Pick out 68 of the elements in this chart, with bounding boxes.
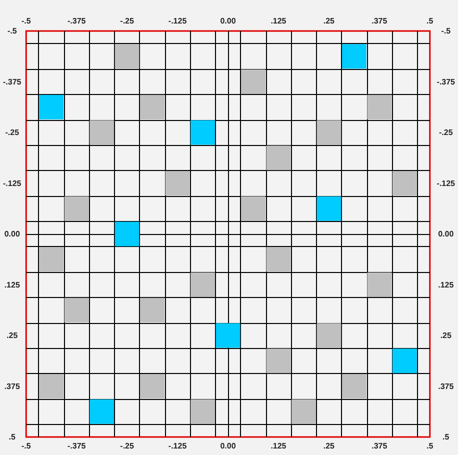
- y-tick-label: -.125: [3, 178, 22, 188]
- y2-tick-label: 0.00: [438, 230, 454, 238]
- point: [39, 247, 64, 272]
- y-tick-label: .5: [8, 432, 16, 442]
- point: [241, 70, 266, 94]
- point: [392, 348, 417, 374]
- point: [90, 399, 114, 424]
- point: [140, 298, 164, 322]
- point: [292, 399, 316, 424]
- y-tick-label: .25: [6, 331, 18, 340]
- x-tick-label: .375: [372, 442, 388, 450]
- point: [266, 348, 291, 374]
- x-tick-label: 0.00: [220, 442, 236, 450]
- y-tick-label: -.25: [5, 128, 20, 137]
- point: [140, 94, 164, 120]
- point: [241, 196, 266, 221]
- x2-tick-label: .375: [372, 16, 388, 26]
- point: [316, 120, 342, 145]
- point: [316, 323, 342, 348]
- y2-tick-label: -.125: [436, 178, 456, 188]
- point: [367, 94, 392, 120]
- point: [165, 171, 190, 196]
- x2-tick-label: .25: [323, 16, 336, 26]
- point: [64, 298, 89, 322]
- point: [190, 399, 215, 424]
- point: [90, 120, 114, 145]
- x2-tick-label: .125: [270, 16, 287, 26]
- y2-tick-label: -.25: [438, 128, 454, 137]
- point: [342, 44, 366, 69]
- y-tick-label: -.5: [7, 26, 18, 36]
- point: [114, 222, 140, 246]
- point: [342, 374, 366, 398]
- point: [140, 374, 164, 398]
- y-tick-label: .375: [4, 382, 20, 391]
- x2-tick-label: -.25: [120, 16, 134, 26]
- x2-tick-label: 0.00: [220, 16, 236, 26]
- point: [39, 94, 64, 120]
- x2-tick-label: .5: [426, 16, 434, 26]
- y2-tick-label: .375: [438, 382, 454, 391]
- point: [114, 44, 140, 69]
- y2-tick-label: .125: [438, 280, 454, 290]
- x-tick-label: .125: [270, 442, 287, 450]
- x2-tick-label: -.125: [168, 16, 188, 26]
- x-tick-label: -.5: [21, 442, 32, 450]
- x-tick-label: .25: [323, 442, 336, 450]
- y-tick-label: -.375: [3, 77, 22, 86]
- y2-tick-label: -.375: [436, 77, 456, 86]
- point: [190, 120, 215, 145]
- x-tick-label: -.125: [168, 442, 188, 450]
- point: [190, 272, 215, 297]
- point: [216, 323, 240, 348]
- y2-tick-label: -.5: [441, 26, 452, 36]
- point: [64, 196, 89, 221]
- y-tick-label: 0.00: [4, 230, 20, 238]
- x2-tick-label: -.5: [21, 16, 32, 26]
- point: [392, 171, 417, 196]
- y2-tick-label: .5: [442, 432, 450, 442]
- point: [316, 196, 342, 221]
- x2-tick-label: -.375: [67, 16, 86, 26]
- x-tick-label: -.25: [120, 442, 134, 450]
- x-tick-label: .5: [426, 442, 434, 450]
- y-tick-label: .125: [4, 280, 20, 290]
- y2-tick-label: .25: [440, 331, 452, 340]
- point: [39, 374, 64, 398]
- point: [266, 247, 291, 272]
- x-tick-label: -.375: [67, 442, 86, 450]
- point: [266, 146, 291, 170]
- point: [367, 272, 392, 297]
